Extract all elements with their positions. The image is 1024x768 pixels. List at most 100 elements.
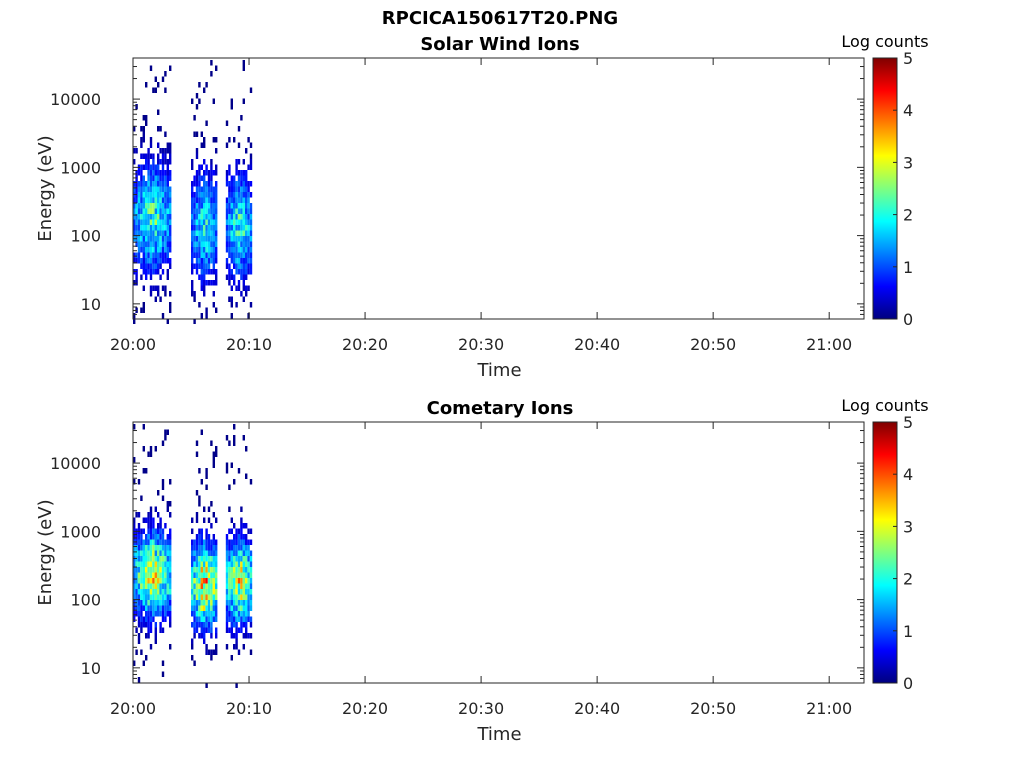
heatmap-cell [195,219,199,225]
heatmap-cell [210,627,213,633]
heatmap-cell [235,258,238,264]
heatmap-cell [198,556,201,562]
heatmap-cell [169,247,172,253]
heatmap-cell [161,627,165,633]
heatmap-cell [207,280,211,286]
heatmap-cell [247,550,250,556]
heatmap-cell [166,219,169,225]
heatmap-cell [140,572,143,578]
heatmap-cell [237,142,241,148]
heatmap-cell [161,164,165,170]
heatmap-cell [149,627,153,633]
heatmap-cell [137,583,141,589]
heatmap-cell [142,175,145,181]
heatmap-cell [215,307,218,313]
heatmap-cell [205,473,208,479]
heatmap-cell [230,545,233,551]
heatmap-cell [142,208,145,214]
heatmap-cell [149,556,153,562]
heatmap-cell [193,545,196,551]
heatmap-cell [135,252,138,258]
heatmap-cell [166,605,169,611]
heatmap-cell [152,285,155,291]
heatmap-cell [215,252,218,258]
heatmap-cell [207,236,211,242]
heatmap-cell [235,539,238,545]
heatmap-cell [145,594,148,600]
heatmap-cell [200,269,203,275]
heatmap-cell [145,633,148,639]
heatmap-cell [233,252,236,258]
heatmap-cell [140,550,143,556]
heatmap-cell [225,142,229,148]
heatmap-cell [145,164,148,170]
heatmap-cell [154,170,157,176]
heatmap-cell [142,517,145,523]
heatmap-cell [164,252,167,258]
heatmap-cell [200,247,203,253]
heatmap-cell [249,142,253,148]
heatmap-cell [164,567,167,573]
heatmap-cell [154,252,157,258]
heatmap-cell [225,578,229,584]
heatmap-cell [145,208,148,214]
heatmap-cell [152,605,155,611]
heatmap-cell [230,214,233,220]
heatmap-cell [161,170,165,176]
heatmap-cell [191,556,194,562]
y-tick-label: 10000 [50,454,101,473]
heatmap-cell [193,583,196,589]
heatmap-cell [191,644,194,650]
heatmap-cell [140,528,143,534]
heatmap-cell [225,611,229,617]
x-tick-label: 20:10 [226,335,272,354]
heatmap-cell [210,170,213,176]
heatmap-cell [249,208,253,214]
heatmap-cell [233,208,236,214]
heatmap-cell [228,186,231,192]
heatmap-cell [137,616,141,622]
heatmap-cell [249,159,253,165]
heatmap-cell [215,170,218,176]
heatmap-cell [230,181,233,187]
heatmap-cell [145,186,148,192]
y-tick-label: 10000 [50,90,101,109]
heatmap-cell [249,203,253,209]
heatmap-cell [152,225,155,231]
heatmap-cell [154,225,157,231]
heatmap-cell [166,429,169,435]
heatmap-cell [237,605,241,611]
heatmap-cell [149,65,153,71]
heatmap-cell [200,583,203,589]
heatmap-cell [164,291,167,297]
heatmap-cell [166,578,169,584]
heatmap-cell [200,258,203,264]
heatmap-cell [154,545,157,551]
heatmap-cell [205,627,208,633]
heatmap-cell [169,556,172,562]
heatmap-cell [149,247,153,253]
heatmap-cell [159,170,162,176]
heatmap-cell [152,572,155,578]
heatmap-cell [166,236,169,242]
heatmap-cell [149,219,153,225]
heatmap-cell [147,170,150,176]
heatmap-cell [135,104,138,110]
heatmap-cell [191,578,194,584]
heatmap-cell [205,682,208,688]
x-tick-label: 20:00 [110,335,156,354]
heatmap-cell [207,170,211,176]
heatmap-cell [137,589,141,595]
heatmap-cell [200,197,203,203]
heatmap-cell [159,627,162,633]
heatmap-cell [212,291,215,297]
heatmap-cell [145,545,148,551]
heatmap-cell [235,616,238,622]
heatmap-cell [245,616,248,622]
heatmap-cell [195,247,199,253]
heatmap-cell [145,567,148,573]
heatmap-cell [235,225,238,231]
heatmap-cell [145,181,148,187]
heatmap-cell [233,280,236,286]
heatmap-cell [198,274,201,280]
